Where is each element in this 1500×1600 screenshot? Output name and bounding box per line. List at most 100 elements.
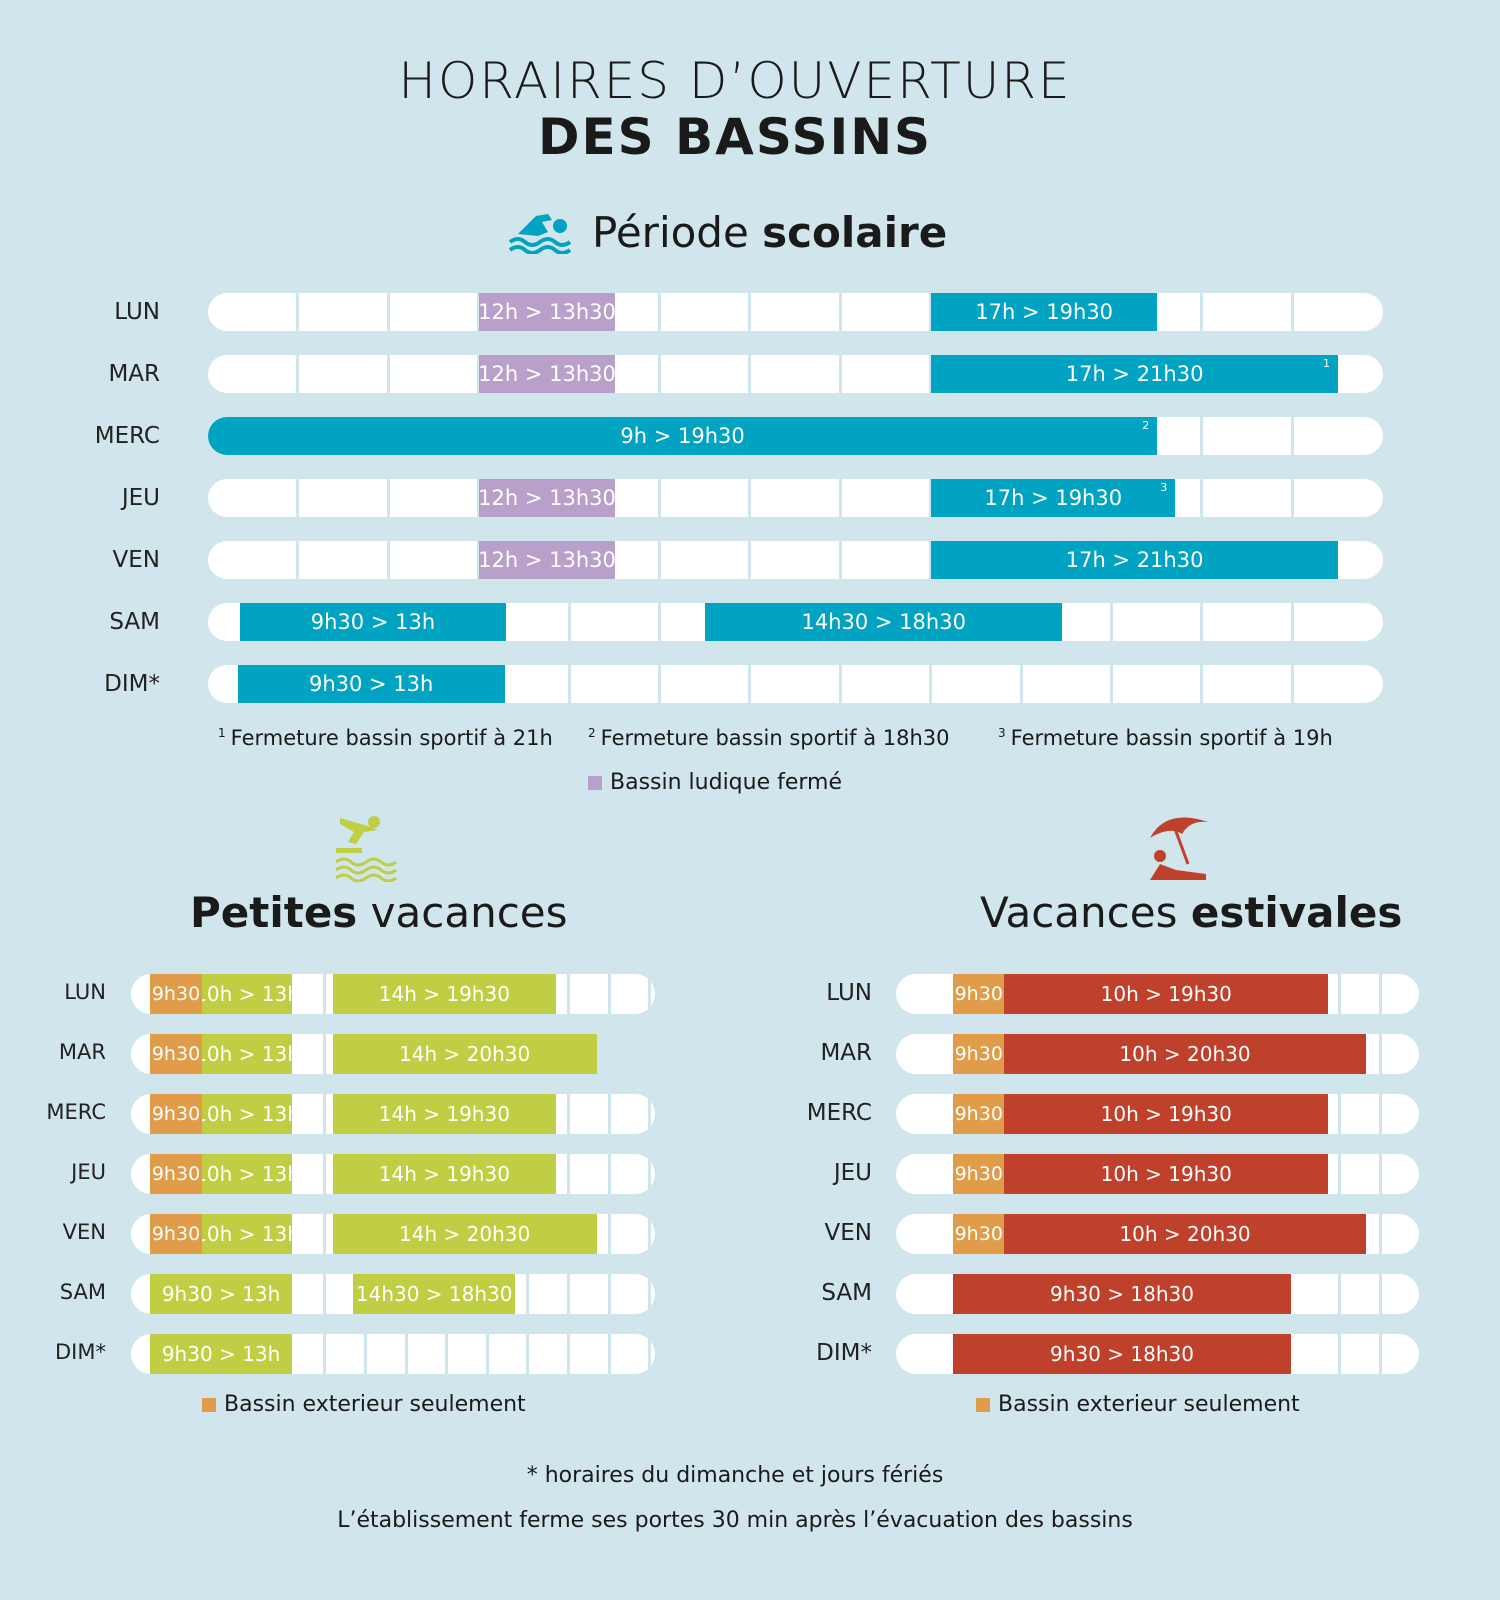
time-segment: 14h > 19h30 [332, 974, 556, 1014]
legend-exterieur-right: Bassin exterieur seulement [976, 1392, 1300, 1417]
time-segment: 9h30 > 13h [239, 603, 507, 641]
time-label: 9h30 > 13h [310, 610, 436, 634]
cell-divider [1291, 603, 1294, 641]
time-label: 17h > 21h30 [1065, 548, 1204, 572]
time-segment: 10h > 13h [202, 974, 293, 1014]
legend-exterieur-left: Bassin exterieur seulement [202, 1392, 526, 1417]
time-segment: 9h30 > 13h [237, 665, 505, 703]
time-label: 10h > 20h30 [1119, 1042, 1251, 1066]
time-segment: 17h > 19h30 3 [931, 479, 1176, 517]
cell-divider [567, 974, 570, 1014]
cell-divider [658, 293, 661, 331]
cell-divider [658, 541, 661, 579]
cell-divider [608, 1274, 611, 1314]
time-segment: 14h > 20h30 [332, 1214, 597, 1254]
time-label: 14h > 19h30 [378, 1162, 510, 1186]
cell-divider [608, 974, 611, 1014]
cell-divider [1110, 665, 1113, 703]
cell-divider [648, 1154, 651, 1194]
cell-divider [1200, 417, 1203, 455]
cell-divider [748, 293, 751, 331]
time-segment: 9h30 [953, 1214, 1005, 1254]
cell-divider [648, 1334, 651, 1374]
cell-divider [839, 293, 842, 331]
time-segment: 9h30 > 13h [150, 1334, 293, 1374]
time-label: 10h > 13h [202, 982, 292, 1006]
cell-divider [1379, 1334, 1382, 1374]
time-label: 10h > 19h30 [1100, 982, 1232, 1006]
cell-divider [929, 293, 932, 331]
day-label: LUN [826, 980, 872, 1006]
time-label: 17h > 21h30 [1065, 362, 1204, 386]
day-label: DIM* [816, 1340, 872, 1366]
cell-divider [1379, 1154, 1382, 1194]
time-segment: 9h > 19h30 2 [208, 417, 1158, 455]
day-label: MERC [46, 1100, 106, 1124]
time-label: 10h > 13h [202, 1042, 292, 1066]
swimmer-icon [508, 214, 572, 254]
title-line-2: DES BASSINS [537, 108, 933, 166]
time-label: 10h > 13h [202, 1222, 292, 1246]
time-label: 9h30 [954, 1223, 1003, 1245]
time-segment: 9h30 [150, 1094, 202, 1134]
time-label: 14h30 > 18h30 [355, 1282, 513, 1306]
footnote: 1 Fermeture bassin sportif à 21h [218, 726, 553, 750]
time-label: 9h30 [151, 1163, 201, 1185]
cell-divider [1200, 665, 1203, 703]
footnote-marker: 1 [1322, 357, 1330, 370]
cell-divider [567, 1274, 570, 1314]
time-label: 17h > 19h30 [975, 300, 1114, 324]
cell-divider [323, 1094, 326, 1134]
time-label: 9h30 > 18h30 [1050, 1282, 1194, 1306]
section-title-light: vacances [357, 888, 568, 937]
time-label: 14h30 > 18h30 [801, 610, 966, 634]
footnote-text: Fermeture bassin sportif à 18h30 [600, 726, 950, 750]
section-title-scolaire: Période scolaire [592, 208, 947, 257]
cell-divider [929, 479, 932, 517]
cell-divider [1200, 603, 1203, 641]
cell-divider [323, 1154, 326, 1194]
section-title-bold: estivales [1190, 888, 1403, 937]
section-title-light: Vacances [980, 888, 1191, 937]
section-title-light: Période [592, 208, 763, 257]
cell-divider [1020, 665, 1023, 703]
footer-note-closing: L’établissement ferme ses portes 30 min … [337, 1508, 1133, 1533]
time-label: 14h > 20h30 [399, 1222, 531, 1246]
cell-divider [445, 1334, 448, 1374]
cell-divider [1379, 974, 1382, 1014]
cell-divider [477, 479, 480, 517]
cell-divider [567, 1334, 570, 1374]
time-label: 10h > 20h30 [1119, 1222, 1251, 1246]
day-label: SAM [59, 1280, 106, 1304]
day-track [208, 293, 1383, 331]
time-segment: 9h30 [150, 1214, 202, 1254]
time-segment: 10h > 13h [202, 1034, 293, 1074]
cell-divider [608, 1334, 611, 1374]
time-segment: 9h30 [953, 1094, 1005, 1134]
cell-divider [748, 479, 751, 517]
cell-divider [1291, 417, 1294, 455]
cell-divider [1338, 974, 1341, 1014]
time-segment: 10h > 19h30 [1004, 1154, 1329, 1194]
cell-divider [658, 603, 661, 641]
time-segment: 14h30 > 18h30 [353, 1274, 516, 1314]
day-label: MAR [820, 1040, 872, 1066]
cell-divider [387, 355, 390, 393]
time-segment: 12h > 13h30 [479, 479, 615, 517]
cell-divider [839, 541, 842, 579]
footnote-marker: 2 [1142, 419, 1150, 432]
time-label: 9h > 19h30 [620, 424, 745, 448]
time-label: 12h > 13h30 [479, 362, 615, 386]
cell-divider [648, 1274, 651, 1314]
cell-divider [1379, 1034, 1382, 1074]
day-label: JEU [833, 1160, 872, 1186]
cell-divider [648, 1094, 651, 1134]
day-label: DIM* [104, 671, 160, 697]
time-segment: 10h > 13h [202, 1154, 293, 1194]
time-segment: 12h > 13h30 [479, 355, 615, 393]
time-label: 12h > 13h30 [479, 548, 615, 572]
cell-divider [486, 1334, 489, 1374]
cell-divider [477, 293, 480, 331]
time-label: 9h30 [151, 1043, 201, 1065]
cell-divider [387, 479, 390, 517]
